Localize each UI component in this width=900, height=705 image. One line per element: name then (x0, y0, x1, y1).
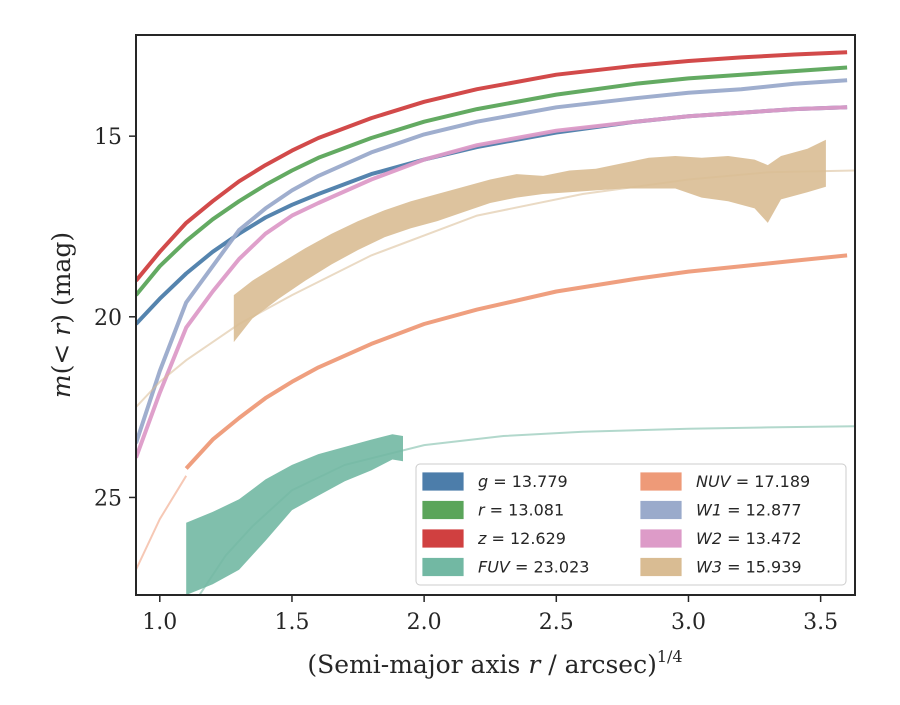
series-nuv-extrapolation (136, 475, 188, 571)
legend-swatch-fuv (422, 557, 464, 577)
legend-item-w3: W3 = 15.939 (640, 557, 802, 577)
legend: g = 13.779 r = 13.081 z = 12.629 FUV = 23.0… (415, 463, 847, 586)
legend-swatch-w1 (640, 500, 682, 520)
legend-item-z: z = 12.629 (422, 529, 566, 548)
y-tick-label: 25 (94, 486, 122, 511)
series-fuv-band (186, 434, 403, 595)
x-tick-label: 1.5 (274, 610, 309, 635)
legend-item-nuv: NUV = 17.189 (640, 472, 810, 491)
legend-label-z: z = 12.629 (477, 529, 566, 548)
series-w1-line (136, 78, 848, 444)
plot-frame (135, 34, 856, 596)
y-axis: 15 20 25 (94, 125, 136, 511)
x-tick-label: 3.0 (671, 610, 706, 635)
legend-label-g: g = 13.779 (478, 472, 568, 491)
y-axis-label: m(< r) (mag) (47, 232, 76, 398)
legend-item-w1: W1 = 12.877 (640, 500, 802, 520)
x-tick-label: 2.0 (407, 610, 442, 635)
x-tick-label: 2.5 (539, 610, 574, 635)
y-tick-label: 20 (94, 306, 122, 331)
legend-label-w3: W3 = 15.939 (696, 558, 802, 577)
legend-label-w1: W1 = 12.877 (696, 501, 802, 520)
series-z-line (136, 50, 848, 282)
series-w3-band (233, 139, 826, 343)
legend-swatch-w3 (640, 557, 682, 577)
series-w2-line (136, 105, 848, 459)
legend-item-w2: W2 = 13.472 (640, 529, 802, 548)
legend-swatch-z (422, 529, 464, 548)
legend-label-nuv: NUV = 17.189 (696, 472, 810, 491)
legend-swatch-g (422, 472, 464, 491)
series-layer (136, 50, 855, 595)
y-tick-label: 15 (94, 125, 122, 150)
x-axis: 1.0 1.5 2.0 2.5 3.0 3.5 (142, 595, 838, 635)
legend-item-fuv: FUV = 23.023 (422, 557, 589, 577)
legend-box (415, 463, 847, 586)
legend-item-r: r = 13.081 (422, 500, 564, 520)
series-r-line (136, 65, 848, 297)
legend-item-g: g = 13.779 (422, 472, 568, 491)
legend-swatch-r (422, 500, 464, 520)
legend-label-fuv: FUV = 23.023 (478, 558, 589, 577)
legend-label-w2: W2 = 13.472 (696, 529, 802, 548)
legend-label-r: r = 13.081 (478, 501, 564, 520)
x-tick-label: 3.5 (803, 610, 838, 635)
series-nuv-line (184, 253, 848, 470)
x-tick-label: 1.0 (142, 610, 177, 635)
x-axis-label: (Semi-major axis r / arcsec)1/4 (307, 647, 682, 679)
legend-swatch-w2 (640, 529, 682, 548)
legend-swatch-nuv (640, 472, 682, 491)
